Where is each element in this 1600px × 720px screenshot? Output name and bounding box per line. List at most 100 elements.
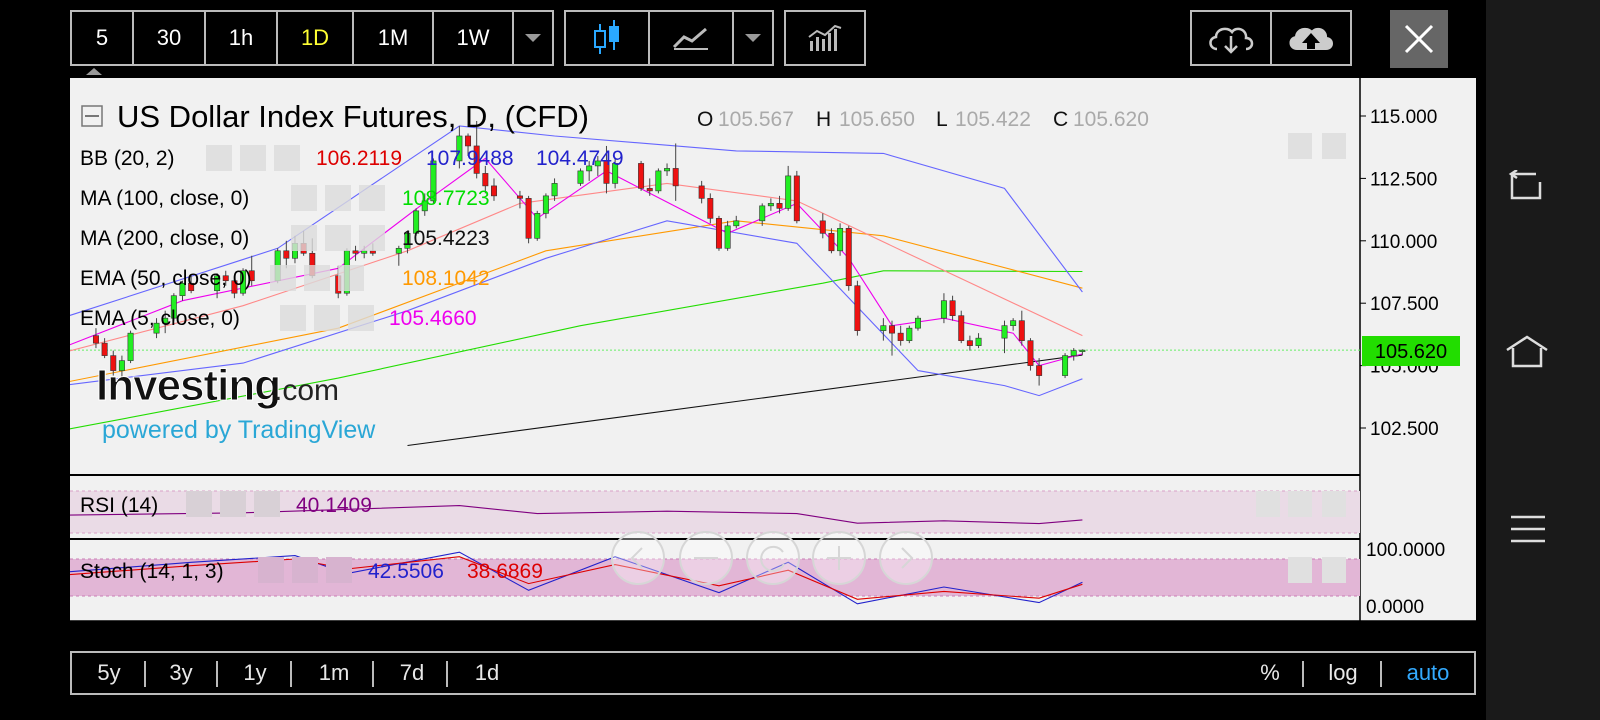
ohlc-open-value: 105.567 (718, 108, 794, 131)
eye-icon[interactable] (258, 557, 284, 583)
collapse-tab-icon[interactable] (86, 68, 102, 75)
remove-icon[interactable] (338, 265, 364, 291)
indicator-line (61, 182, 1083, 354)
candle-body (542, 195, 549, 214)
time-axis-label: Nov (754, 627, 788, 648)
candle-body (214, 275, 221, 292)
eye-icon[interactable] (280, 305, 306, 331)
eye-icon[interactable] (206, 145, 232, 171)
rsi-move-up-arrow-icon[interactable] (1256, 491, 1280, 517)
last-price-value: 105.620 (1375, 341, 1447, 363)
remove-icon[interactable] (274, 145, 300, 171)
interval-dropdown-button[interactable] (514, 12, 552, 64)
candle-body (188, 282, 195, 292)
close-icon (1404, 24, 1434, 54)
cloud-toolbar (1190, 10, 1352, 66)
zoom-controls (611, 531, 933, 585)
candlestick-chart-button[interactable] (566, 12, 650, 64)
line-chart-button[interactable] (650, 12, 734, 64)
move-down-arrow-icon[interactable] (1288, 133, 1312, 159)
scroll-left-button[interactable] (611, 531, 665, 585)
candle-body (92, 335, 99, 344)
candle-body (767, 203, 774, 207)
back-icon[interactable] (1506, 170, 1546, 202)
remove-icon[interactable] (254, 491, 280, 517)
remove-icon[interactable] (359, 185, 385, 211)
stoch-maximize-arrow-icon[interactable] (1322, 557, 1346, 583)
candle-body (949, 300, 956, 316)
interval-5-button[interactable]: 5 (72, 12, 134, 64)
cloud-download-button[interactable] (1192, 12, 1272, 64)
gear-icon[interactable] (292, 557, 318, 583)
rsi-legend-icons (186, 491, 280, 517)
menu-icon[interactable] (1510, 514, 1546, 544)
indicator-line (61, 220, 1083, 397)
cloud-upload-button[interactable] (1272, 12, 1350, 64)
candle-body (222, 275, 229, 282)
indicator-value: 108.1042 (402, 267, 490, 290)
interval-1h-button[interactable]: 1h (206, 12, 278, 64)
candle-body (707, 198, 714, 219)
chart-type-toolbar (564, 10, 774, 66)
eye-icon[interactable] (291, 185, 317, 211)
gear-icon[interactable] (325, 185, 351, 211)
gear-icon[interactable] (240, 145, 266, 171)
chart-title: US Dollar Index Futures, D, (CFD) (117, 99, 589, 134)
indicator-value: 107.9488 (426, 147, 514, 170)
candle-body (776, 203, 783, 209)
stoch-move-up-arrow-icon[interactable] (1288, 557, 1312, 583)
remove-icon[interactable] (326, 557, 352, 583)
range-7d-button[interactable]: 7d (399, 660, 425, 685)
range-3y-button[interactable]: 3y (169, 660, 193, 685)
candle-body (473, 145, 480, 174)
candle-body (369, 250, 376, 254)
log-scale-button[interactable]: log (1328, 660, 1358, 685)
gear-icon[interactable] (304, 265, 330, 291)
reset-zoom-button[interactable] (746, 531, 800, 585)
chart-panel[interactable]: Sep Oct Nov Dec 2023 115.000 112.500 110.000 107… (61, 78, 1476, 651)
separator (372, 661, 374, 687)
watermark-tagline: powered by TradingView (102, 416, 376, 444)
stoch-label: Stoch (14, 1, 3) (80, 560, 224, 583)
rsi-maximize-arrow-icon[interactable] (1322, 491, 1346, 517)
range-1d-button[interactable]: 1d (474, 660, 500, 685)
candle-body (715, 218, 722, 249)
indicator-name: BB (20, 2) (80, 147, 175, 170)
close-button[interactable] (1390, 10, 1448, 68)
home-icon[interactable] (1504, 334, 1550, 370)
scroll-right-button[interactable] (879, 531, 933, 585)
eye-icon[interactable] (291, 225, 317, 251)
indicators-button[interactable] (786, 12, 864, 64)
chart-type-dropdown-button[interactable] (734, 12, 772, 64)
range-1m-button[interactable]: 1m (318, 660, 350, 685)
gear-icon[interactable] (220, 491, 246, 517)
separator (144, 661, 146, 687)
gear-icon[interactable] (325, 225, 351, 251)
candle-body (793, 175, 800, 222)
interval-30-button[interactable]: 30 (134, 12, 206, 64)
remove-icon[interactable] (359, 225, 385, 251)
candle-body (612, 163, 619, 184)
percent-scale-button[interactable]: % (1260, 660, 1280, 685)
candle-body (940, 300, 947, 319)
range-1y-button[interactable]: 1y (243, 660, 267, 685)
maximize-pane-arrow-icon[interactable] (1322, 133, 1346, 159)
candle-body (577, 170, 584, 184)
collapse-legend-icon[interactable] (81, 105, 103, 127)
indicator-value: 108.7723 (402, 187, 490, 210)
interval-1w-button[interactable]: 1W (434, 12, 514, 64)
range-5y-button[interactable]: 5y (97, 660, 121, 685)
interval-1m-button[interactable]: 1M (354, 12, 434, 64)
rsi-move-down-arrow-icon[interactable] (1288, 491, 1312, 517)
eye-icon[interactable] (186, 491, 212, 517)
chart-canvas[interactable]: Sep Oct Nov Dec 2023 115.000 112.500 110.000 107… (61, 78, 1476, 651)
eye-icon[interactable] (270, 265, 296, 291)
chevron-down-icon (525, 34, 541, 42)
indicator-name: EMA (5, close, 0) (80, 307, 240, 330)
candle-body (1062, 355, 1069, 376)
remove-icon[interactable] (348, 305, 374, 331)
auto-scale-button[interactable]: auto (1406, 660, 1450, 685)
cloud-upload-icon (1289, 27, 1333, 50)
gear-icon[interactable] (314, 305, 340, 331)
interval-1d-button[interactable]: 1D (278, 12, 354, 64)
